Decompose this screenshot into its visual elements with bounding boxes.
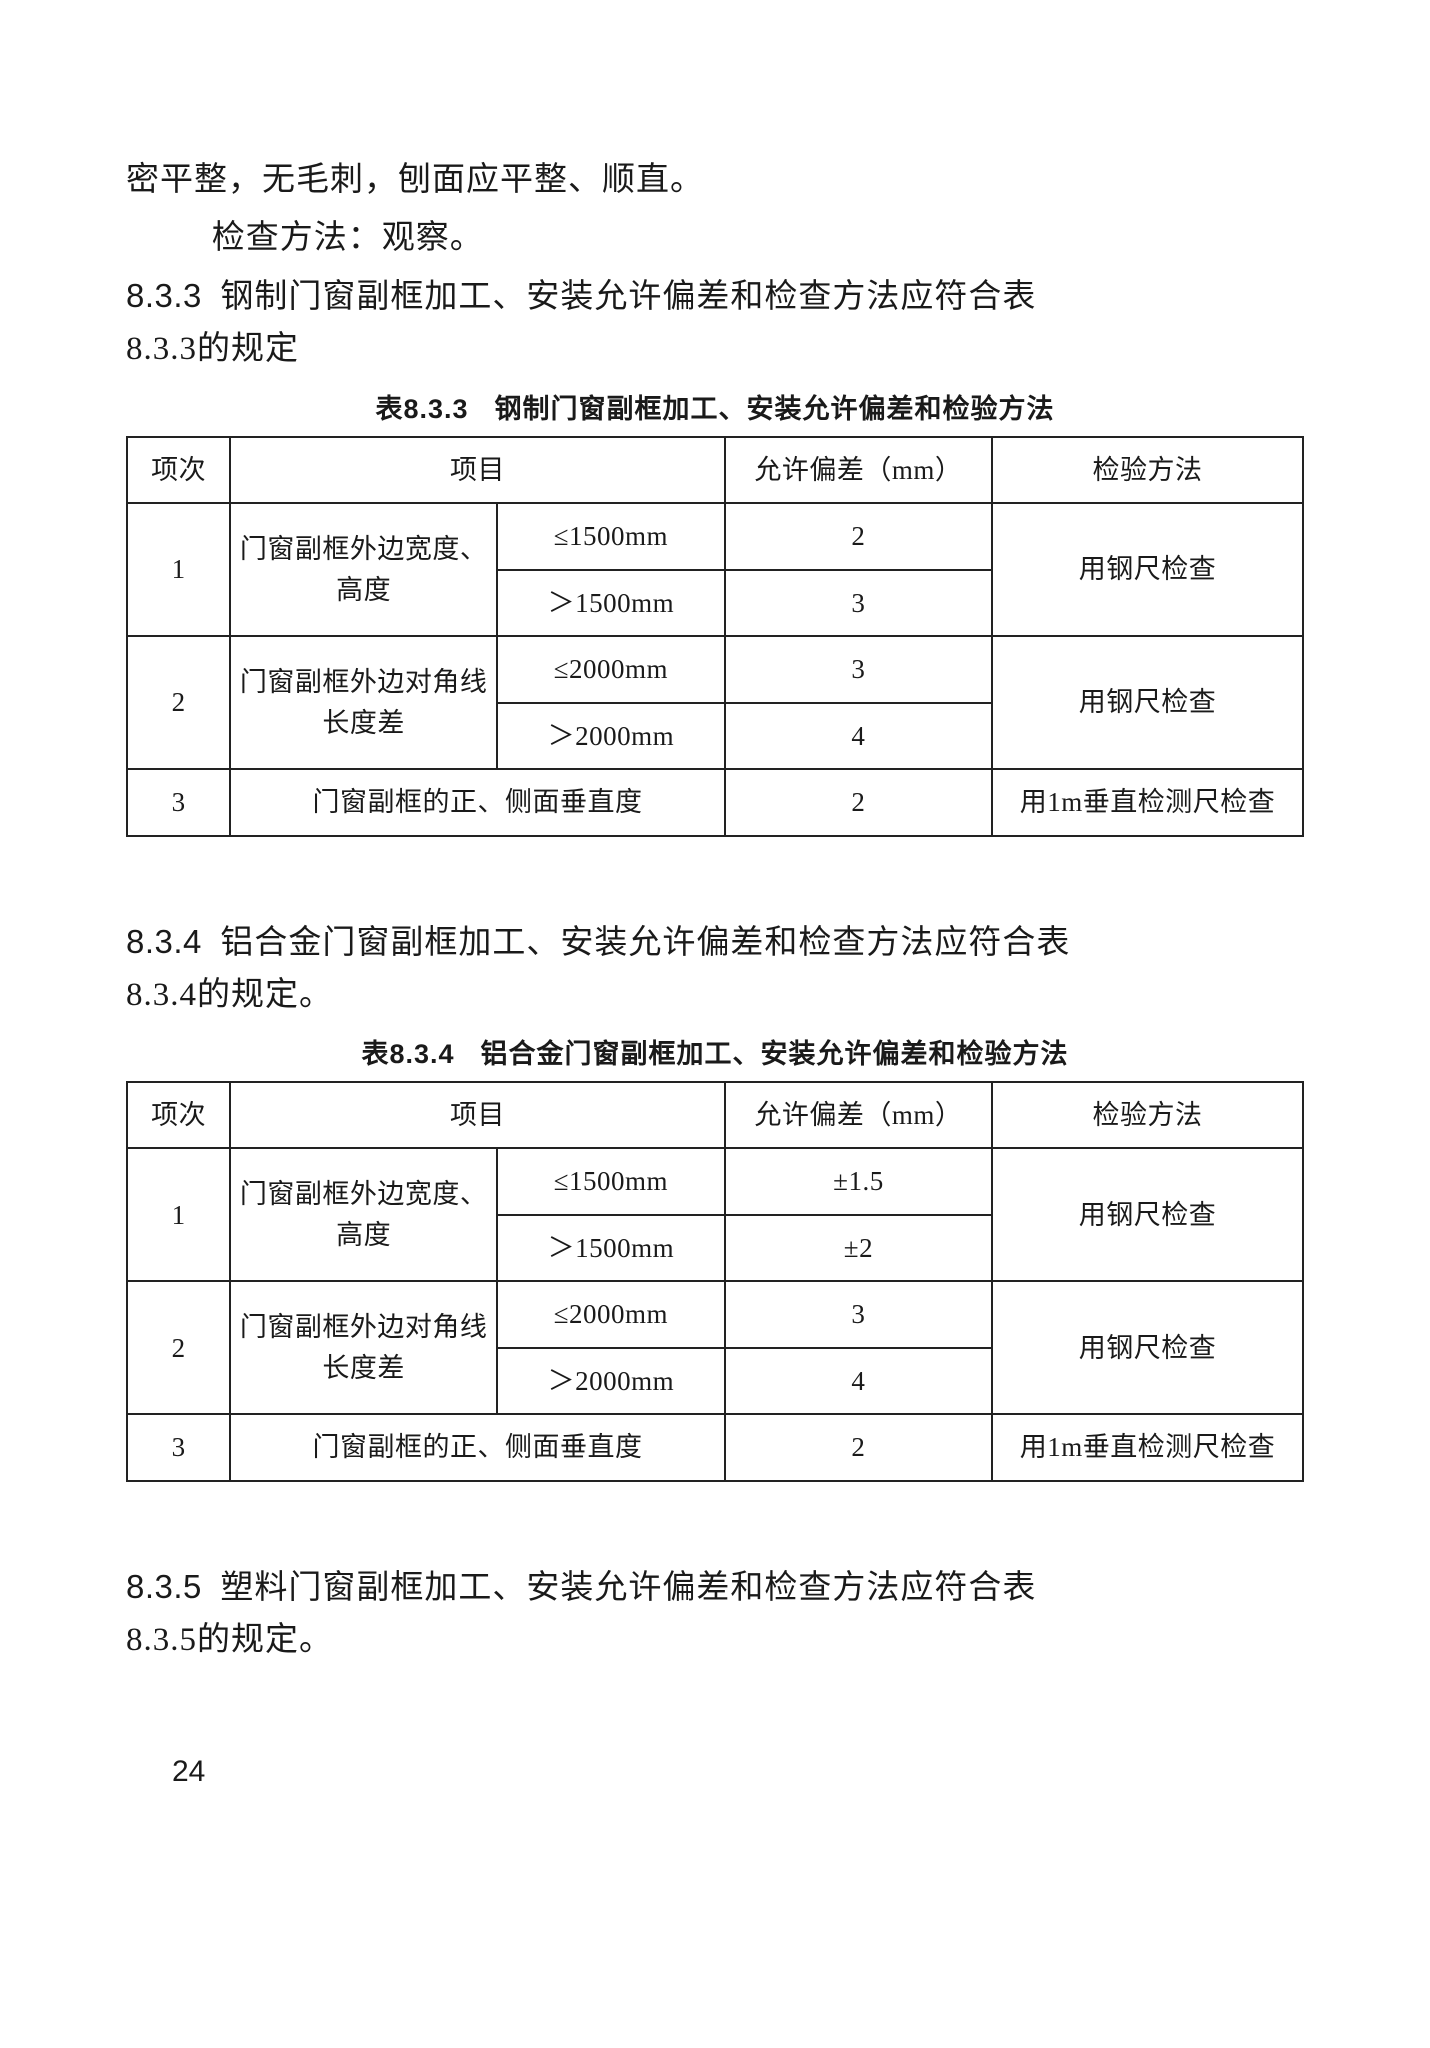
cell-method: 用1m垂直检测尺检查	[992, 1414, 1303, 1481]
cell-condition: ＞1500mm	[497, 1215, 725, 1282]
cell-rownum: 1	[127, 503, 230, 636]
cell-deviation: 3	[725, 636, 992, 703]
page-number: 24	[172, 1755, 1304, 1789]
cell-deviation: 3	[725, 1281, 992, 1348]
col-header-item: 项目	[230, 437, 725, 504]
cell-condition: ＞2000mm	[497, 1348, 725, 1415]
continued-sentence: 密平整，无毛刺，刨面应平整、顺直。	[126, 155, 1304, 205]
col-header-method: 检验方法	[992, 1082, 1303, 1149]
cell-condition: ≤2000mm	[497, 636, 725, 703]
section-num-835: 8.3.5	[126, 1568, 202, 1605]
cell-method: 用钢尺检查	[992, 1148, 1303, 1281]
cell-item: 门窗副框外边对角线长度差	[230, 636, 497, 769]
section-num-833: 8.3.3	[126, 277, 202, 314]
cell-rownum: 3	[127, 769, 230, 836]
table-row: 项次 项目 允许偏差（mm） 检验方法	[127, 437, 1303, 504]
cell-method: 用钢尺检查	[992, 1281, 1303, 1414]
table-row: 项次 项目 允许偏差（mm） 检验方法	[127, 1082, 1303, 1149]
cell-deviation: ±2	[725, 1215, 992, 1282]
cell-item: 门窗副框外边宽度、高度	[230, 1148, 497, 1281]
cell-deviation: 3	[725, 570, 992, 637]
cell-condition: ≤1500mm	[497, 1148, 725, 1215]
section-834-line2: 8.3.4的规定。	[126, 970, 1304, 1020]
section-833-line1: 8.3.3 钢制门窗副框加工、安装允许偏差和检查方法应符合表	[126, 271, 1304, 322]
col-header-num: 项次	[127, 1082, 230, 1149]
cell-item: 门窗副框外边宽度、高度	[230, 503, 497, 636]
cell-deviation: 2	[725, 503, 992, 570]
cell-deviation: 4	[725, 703, 992, 770]
table-833-caption: 表8.3.3 钢制门窗副框加工、安装允许偏差和检验方法	[126, 387, 1304, 426]
cell-condition: ≤1500mm	[497, 503, 725, 570]
section-835-line2: 8.3.5的规定。	[126, 1615, 1304, 1665]
section-body-833: 钢制门窗副框加工、安装允许偏差和检查方法应符合表	[220, 279, 1036, 315]
cell-item: 门窗副框外边对角线长度差	[230, 1281, 497, 1414]
col-header-deviation: 允许偏差（mm）	[725, 437, 992, 504]
table-row: 3 门窗副框的正、侧面垂直度 2 用1m垂直检测尺检查	[127, 769, 1303, 836]
table-row: 3 门窗副框的正、侧面垂直度 2 用1m垂直检测尺检查	[127, 1414, 1303, 1481]
table-834-caption-num: 表8.3.4	[361, 1039, 454, 1069]
cell-condition: ＞1500mm	[497, 570, 725, 637]
check-method-line: 检查方法：观察。	[126, 213, 1304, 263]
section-835-line1: 8.3.5 塑料门窗副框加工、安装允许偏差和检查方法应符合表	[126, 1562, 1304, 1613]
table-row: 1 门窗副框外边宽度、高度 ≤1500mm 2 用钢尺检查	[127, 503, 1303, 570]
table-row: 2 门窗副框外边对角线长度差 ≤2000mm 3 用钢尺检查	[127, 1281, 1303, 1348]
cell-rownum: 1	[127, 1148, 230, 1281]
cell-rownum: 3	[127, 1414, 230, 1481]
table-row: 1 门窗副框外边宽度、高度 ≤1500mm ±1.5 用钢尺检查	[127, 1148, 1303, 1215]
cell-method: 用1m垂直检测尺检查	[992, 769, 1303, 836]
cell-condition: ≤2000mm	[497, 1281, 725, 1348]
table-834-caption: 表8.3.4 铝合金门窗副框加工、安装允许偏差和检验方法	[126, 1032, 1304, 1071]
cell-method: 用钢尺检查	[992, 503, 1303, 636]
cell-item: 门窗副框的正、侧面垂直度	[230, 769, 725, 836]
section-834-line1: 8.3.4 铝合金门窗副框加工、安装允许偏差和检查方法应符合表	[126, 917, 1304, 968]
cell-deviation: 2	[725, 769, 992, 836]
cell-rownum: 2	[127, 636, 230, 769]
cell-deviation: ±1.5	[725, 1148, 992, 1215]
col-header-num: 项次	[127, 437, 230, 504]
table-834-caption-text: 铝合金门窗副框加工、安装允许偏差和检验方法	[481, 1039, 1069, 1069]
section-num-834: 8.3.4	[126, 923, 202, 960]
table-833-caption-num: 表8.3.3	[375, 394, 468, 424]
table-833: 项次 项目 允许偏差（mm） 检验方法 1 门窗副框外边宽度、高度 ≤1500m…	[126, 436, 1304, 837]
cell-method: 用钢尺检查	[992, 636, 1303, 769]
col-header-method: 检验方法	[992, 437, 1303, 504]
table-row: 2 门窗副框外边对角线长度差 ≤2000mm 3 用钢尺检查	[127, 636, 1303, 703]
section-833-line2: 8.3.3的规定	[126, 324, 1304, 374]
cell-deviation: 4	[725, 1348, 992, 1415]
section-body-835: 塑料门窗副框加工、安装允许偏差和检查方法应符合表	[220, 1570, 1036, 1606]
cell-item: 门窗副框的正、侧面垂直度	[230, 1414, 725, 1481]
section-body-834: 铝合金门窗副框加工、安装允许偏差和检查方法应符合表	[220, 925, 1070, 961]
table-833-caption-text: 钢制门窗副框加工、安装允许偏差和检验方法	[495, 394, 1055, 424]
cell-condition: ＞2000mm	[497, 703, 725, 770]
table-834: 项次 项目 允许偏差（mm） 检验方法 1 门窗副框外边宽度、高度 ≤1500m…	[126, 1081, 1304, 1482]
cell-rownum: 2	[127, 1281, 230, 1414]
col-header-item: 项目	[230, 1082, 725, 1149]
cell-deviation: 2	[725, 1414, 992, 1481]
col-header-deviation: 允许偏差（mm）	[725, 1082, 992, 1149]
page-content: 密平整，无毛刺，刨面应平整、顺直。 检查方法：观察。 8.3.3 钢制门窗副框加…	[0, 0, 1430, 1849]
